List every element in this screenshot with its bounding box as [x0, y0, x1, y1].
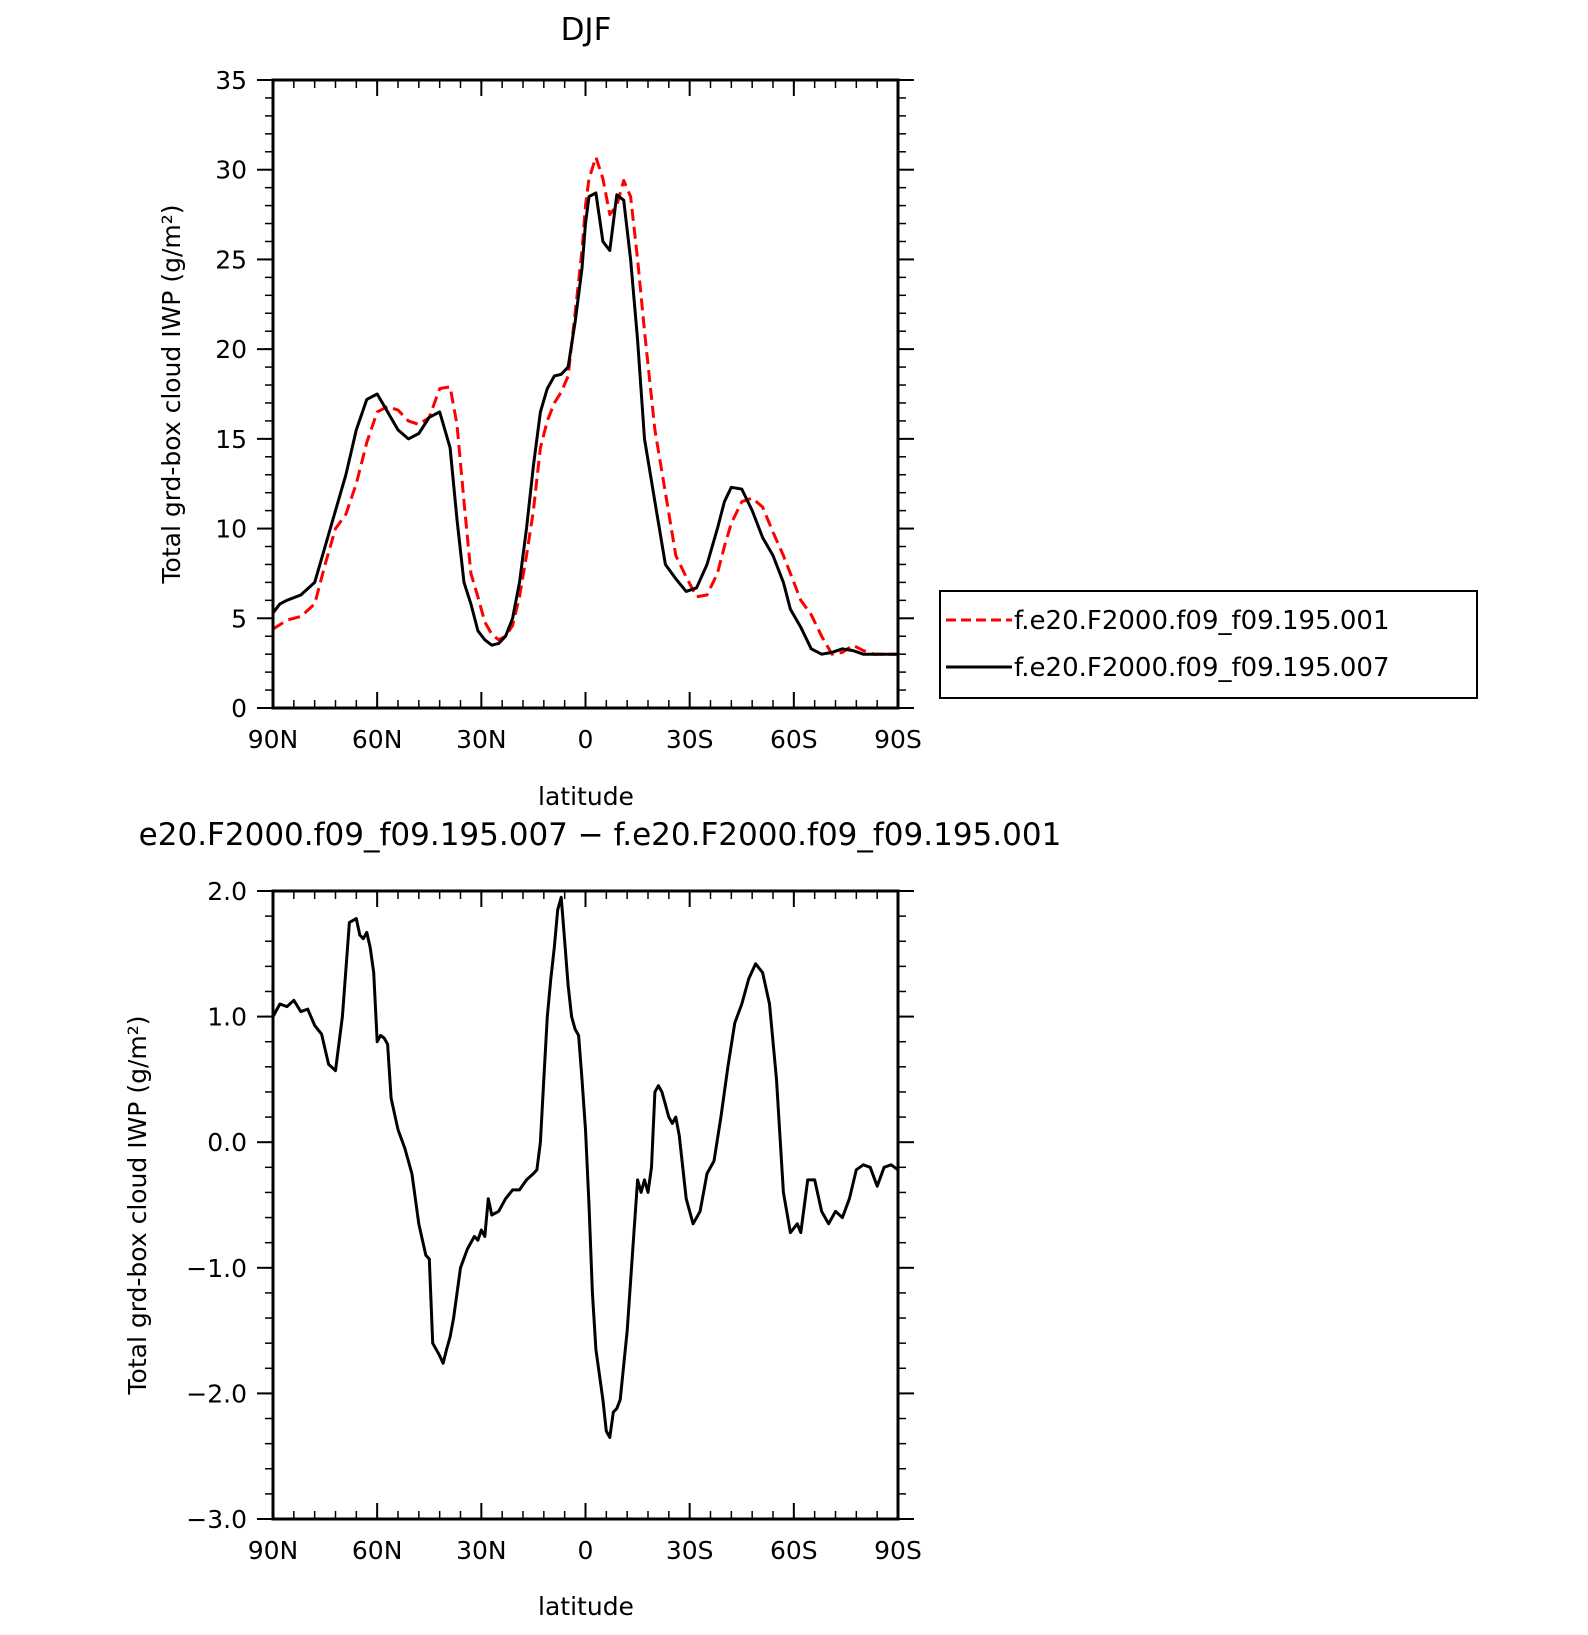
y-tick-label: 2.0: [207, 877, 247, 906]
y-tick-label: 15: [215, 425, 247, 454]
x-tick-label: 90N: [248, 725, 299, 754]
x-tick-label: 90S: [874, 725, 922, 754]
x-tick-label: 30S: [666, 725, 714, 754]
x-tick-label: 60S: [770, 1536, 818, 1565]
series-line-2: [271, 191, 898, 656]
y-tick-labels: −3.0 −2.0 −1.0 0.0 1.0 2.0: [186, 877, 247, 1534]
panel-bottom: e20.F2000.f09_f09.195.007 − f.e20.F2000.…: [123, 817, 1061, 1621]
x-axis-label: latitude: [538, 782, 634, 811]
x-tick-label: 30N: [456, 725, 507, 754]
y-tick-label: 5: [231, 604, 247, 633]
panel-top: DJF 90N 60N 30N 0 30S 60S 90S 0 5 10 15 20 25 30 35 l…: [157, 12, 1478, 811]
axis-ticks: [257, 79, 914, 709]
x-tick-labels: 90N 60N 30N 0 30S 60S 90S: [248, 725, 922, 754]
y-tick-label: 0: [231, 694, 247, 723]
x-tick-labels: 90N 60N 30N 0 30S 60S 90S: [248, 1536, 922, 1565]
y-tick-label: 30: [215, 156, 247, 185]
y-tick-label: 10: [215, 515, 247, 544]
plot-frame: [271, 78, 900, 710]
y-tick-label: 20: [215, 335, 247, 364]
y-tick-label: 35: [215, 66, 247, 95]
series-line-1: [271, 895, 899, 1439]
x-tick-label: 60N: [352, 725, 403, 754]
plot-frame: [271, 889, 900, 1521]
y-tick-labels: 0 5 10 15 20 25 30 35: [215, 66, 247, 723]
x-tick-label: 90S: [874, 1536, 922, 1565]
x-tick-label: 30N: [456, 1536, 507, 1565]
y-tick-label: −1.0: [186, 1254, 247, 1283]
y-tick-label: 0.0: [207, 1128, 247, 1157]
y-axis-label: Total grd-box cloud IWP (g/m²): [157, 204, 186, 584]
y-axis-label: Total grd-box cloud IWP (g/m²): [123, 1015, 152, 1395]
series-line-1: [272, 155, 898, 656]
data-lines: [271, 895, 899, 1439]
y-tick-label: 25: [215, 245, 247, 274]
y-tick-label: −2.0: [186, 1379, 247, 1408]
x-tick-label: 60S: [770, 725, 818, 754]
legend-box: [939, 590, 1478, 699]
chart-title: e20.F2000.f09_f09.195.007 − f.e20.F2000.…: [139, 817, 1062, 853]
x-tick-label: 0: [578, 1536, 594, 1565]
legend-label-series-1: f.e20.F2000.f09_f09.195.001: [1014, 606, 1390, 636]
x-axis-label: latitude: [538, 1592, 634, 1621]
x-tick-label: 60N: [352, 1536, 403, 1565]
chart-title: DJF: [561, 12, 612, 48]
x-tick-label: 90N: [248, 1536, 299, 1565]
x-tick-label: 30S: [666, 1536, 714, 1565]
legend: f.e20.F2000.f09_f09.195.001 f.e20.F2000.…: [939, 590, 1478, 699]
x-tick-label: 0: [578, 725, 594, 754]
axis-ticks: [257, 890, 914, 1520]
data-lines: [271, 155, 898, 656]
y-tick-label: 1.0: [207, 1003, 247, 1032]
legend-label-series-2: f.e20.F2000.f09_f09.195.007: [1014, 653, 1390, 683]
y-tick-label: −3.0: [186, 1505, 247, 1534]
